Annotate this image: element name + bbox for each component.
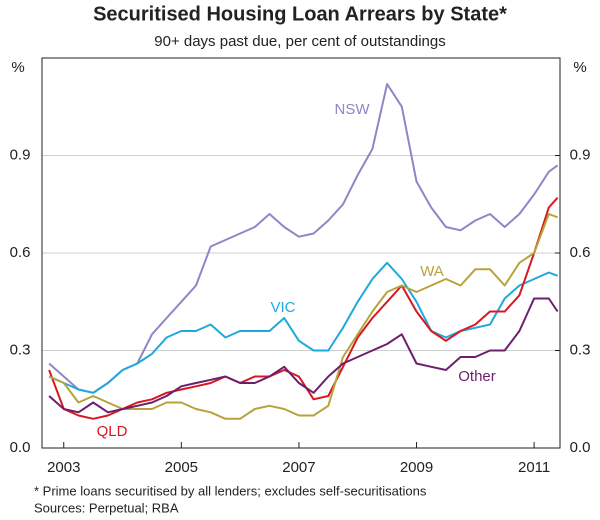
y-tick-label: 0.0 — [10, 439, 31, 456]
series-line — [48, 261, 558, 394]
y-axis-label: % — [11, 59, 24, 76]
y-tick-label: 0.9 — [10, 146, 31, 163]
series-line — [48, 83, 559, 394]
y-tick-label: 0.6 — [10, 244, 31, 261]
chart-title: Securitised Housing Loan Arrears by Stat… — [93, 3, 507, 25]
x-tick-label: 2003 — [47, 459, 80, 476]
footnote: * Prime loans securitised by all lenders… — [34, 483, 427, 498]
y2-tick-label: 0.6 — [570, 244, 591, 261]
series-label: VIC — [270, 299, 295, 316]
y-tick-label: 0.3 — [10, 341, 31, 358]
y2-tick-label: 0.0 — [570, 439, 591, 456]
series-line — [48, 213, 558, 420]
series-label: NSW — [335, 101, 371, 118]
series-line — [48, 297, 559, 414]
series-label: Other — [458, 368, 496, 385]
y2-tick-label: 0.9 — [570, 146, 591, 163]
series-label: QLD — [97, 423, 128, 440]
y2-axis-label: % — [573, 59, 586, 76]
y2-tick-label: 0.3 — [570, 341, 591, 358]
x-tick-label: 2005 — [165, 459, 198, 476]
source: Sources: Perpetual; RBA — [34, 500, 179, 515]
series-label: WA — [420, 263, 444, 280]
x-tick-label: 2009 — [400, 459, 433, 476]
chart-subtitle: 90+ days past due, per cent of outstandi… — [154, 33, 445, 50]
plot-frame — [41, 57, 561, 449]
x-tick-label: 2007 — [282, 459, 315, 476]
x-tick-label: 2011 — [518, 459, 550, 476]
